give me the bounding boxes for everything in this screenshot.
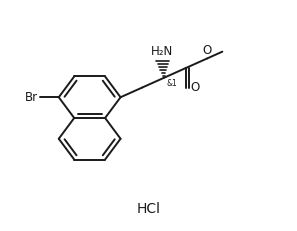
Text: O: O: [191, 81, 200, 94]
Text: O: O: [202, 44, 211, 57]
Text: H₂N: H₂N: [151, 45, 173, 58]
Text: Br: Br: [25, 91, 38, 104]
Text: HCl: HCl: [137, 202, 160, 216]
Text: &1: &1: [166, 79, 177, 88]
